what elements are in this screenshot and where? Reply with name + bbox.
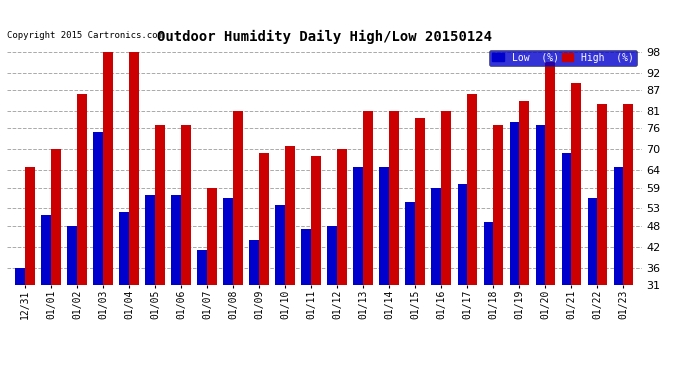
Bar xyxy=(613,167,624,285)
Bar xyxy=(259,153,269,285)
Title: Outdoor Humidity Daily High/Low 20150124: Outdoor Humidity Daily High/Low 20150124 xyxy=(157,30,492,44)
Bar xyxy=(562,153,571,285)
Bar xyxy=(467,94,477,285)
Bar xyxy=(25,167,35,285)
Bar xyxy=(311,156,321,285)
Bar xyxy=(535,125,545,285)
Bar xyxy=(484,222,493,285)
Bar xyxy=(364,111,373,285)
Bar xyxy=(353,167,364,285)
Legend: Low  (%), High  (%): Low (%), High (%) xyxy=(489,50,637,66)
Bar xyxy=(233,111,243,285)
Bar xyxy=(545,62,555,285)
Bar xyxy=(93,132,104,285)
Bar xyxy=(155,125,165,285)
Bar xyxy=(119,212,129,285)
Bar xyxy=(249,240,259,285)
Text: Copyright 2015 Cartronics.com: Copyright 2015 Cartronics.com xyxy=(7,31,163,40)
Bar xyxy=(171,195,181,285)
Bar xyxy=(275,205,285,285)
Bar xyxy=(624,104,633,285)
Bar xyxy=(207,188,217,285)
Bar xyxy=(406,201,415,285)
Bar xyxy=(493,125,503,285)
Bar xyxy=(389,111,400,285)
Bar xyxy=(380,167,389,285)
Bar xyxy=(337,149,347,285)
Bar xyxy=(104,52,113,285)
Bar xyxy=(302,230,311,285)
Bar xyxy=(442,111,451,285)
Bar xyxy=(67,226,77,285)
Bar xyxy=(520,100,529,285)
Bar xyxy=(285,146,295,285)
Bar xyxy=(146,195,155,285)
Bar xyxy=(457,184,467,285)
Bar xyxy=(15,268,25,285)
Bar xyxy=(181,125,191,285)
Bar xyxy=(129,52,139,285)
Bar xyxy=(415,118,425,285)
Bar xyxy=(197,250,207,285)
Bar xyxy=(77,94,87,285)
Bar xyxy=(224,198,233,285)
Bar xyxy=(328,226,337,285)
Bar xyxy=(571,83,582,285)
Bar xyxy=(41,215,51,285)
Bar xyxy=(598,104,607,285)
Bar xyxy=(431,188,442,285)
Bar xyxy=(51,149,61,285)
Bar xyxy=(509,122,520,285)
Bar xyxy=(588,198,598,285)
